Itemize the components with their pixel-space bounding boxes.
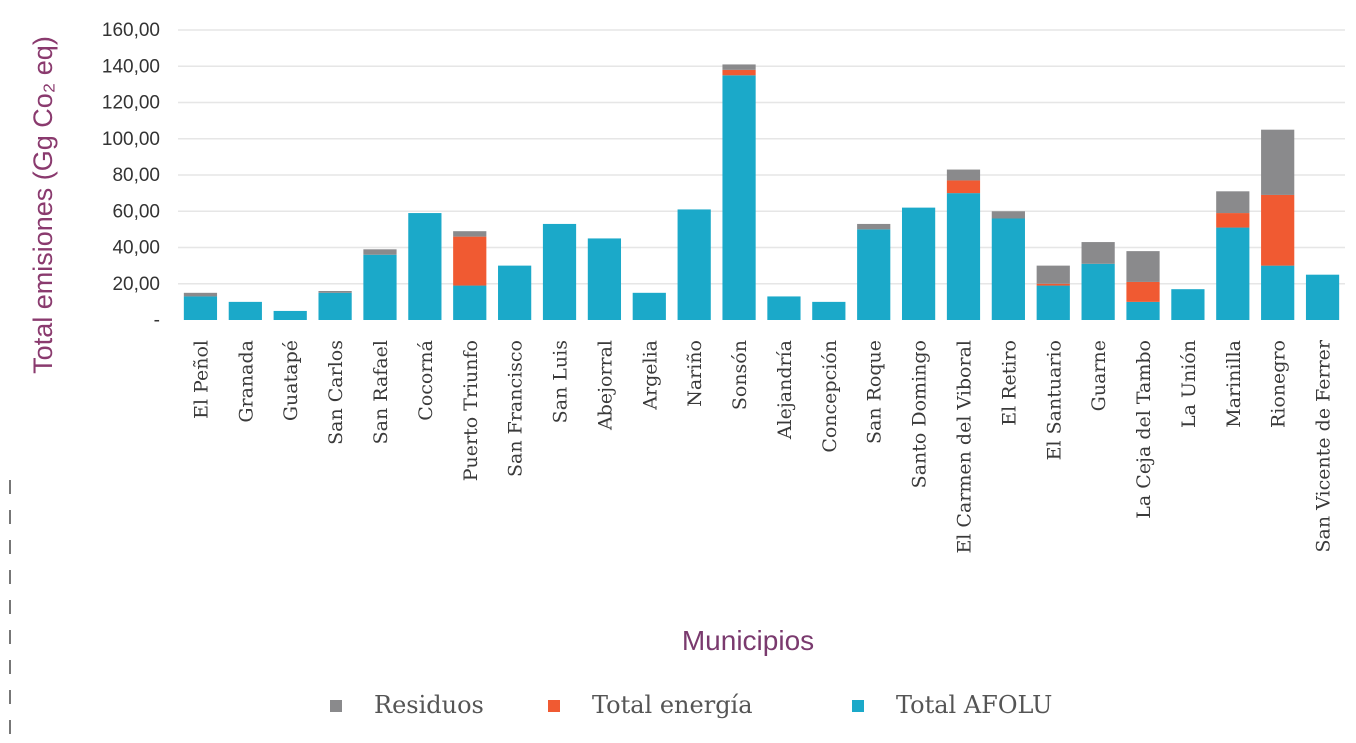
x-tick-label: Concepción: [819, 340, 841, 453]
x-tick-label: Guarne: [1088, 340, 1110, 411]
bar-segment-total-energ-a: [722, 69, 756, 76]
bar-segment-total-afolu: [812, 301, 846, 320]
bar-segment-residuos: [453, 231, 487, 237]
grid-lines: [178, 29, 1345, 285]
legend-swatch: [852, 700, 864, 712]
bar-segment-residuos: [363, 249, 397, 255]
bar-segment-residuos: [318, 291, 352, 293]
x-tick-label: Alejandría: [774, 340, 796, 440]
bar-segment-total-energ-a: [1261, 194, 1295, 266]
x-tick-label: El Peñol: [190, 340, 212, 419]
x-tick-label: Rionegro: [1268, 340, 1290, 428]
bar-segment-total-energ-a: [453, 236, 487, 286]
x-axis-ticks: El Peñol Granada Guatapé San Carlos San Rafa…: [190, 339, 1334, 553]
x-tick-label: Sonsón: [729, 340, 751, 410]
bar-segment-total-afolu: [1126, 301, 1160, 320]
bar-segment-residuos: [1081, 242, 1115, 264]
y-axis-ticks: - 20,00 40,00 60,00 80,00 100,00 120,00 140,00 1…: [102, 20, 160, 331]
x-tick-label: Argelia: [639, 340, 661, 411]
bar-segment-total-afolu: [677, 209, 711, 320]
y-tick-label: 120,00: [102, 93, 160, 114]
x-tick-label: Marinilla: [1223, 340, 1245, 428]
x-tick-label: El Santuario: [1043, 340, 1065, 460]
y-tick-label: 60,00: [112, 201, 160, 222]
bar-segment-total-afolu: [273, 310, 307, 320]
bar-segment-total-energ-a: [1126, 281, 1160, 302]
x-tick-label: Cocorná: [415, 340, 437, 421]
bar-segment-total-afolu: [857, 229, 891, 320]
legend-label: Total energía: [592, 691, 753, 719]
x-tick-label: El Carmen del Viboral: [953, 340, 975, 554]
x-tick-label: San Vicente de Ferrer: [1313, 339, 1335, 552]
bar-segment-total-afolu: [408, 213, 442, 320]
x-tick-label: San Roque: [864, 340, 886, 444]
bar-segment-residuos: [946, 169, 981, 181]
bar-segment-total-afolu: [363, 254, 397, 320]
x-tick-label: San Rafael: [370, 340, 392, 444]
y-tick-label: 160,00: [102, 20, 160, 41]
bar-segment-total-energ-a: [1216, 213, 1250, 228]
legend-swatch: [330, 700, 342, 712]
legend-label: Total AFOLU: [896, 691, 1052, 719]
bar-segment-residuos: [1126, 251, 1160, 282]
x-tick-label: Puerto Triunfo: [460, 340, 482, 481]
bar-segment-residuos: [183, 292, 218, 297]
bar-segment-total-afolu: [901, 207, 936, 320]
bar-segment-total-afolu: [183, 296, 218, 320]
x-tick-label: Granada: [235, 340, 257, 423]
bar-segment-residuos: [1216, 191, 1250, 214]
bar-segment-residuos: [722, 64, 756, 70]
x-tick-label: El Retiro: [998, 340, 1020, 426]
y-tick-label: 140,00: [102, 56, 160, 77]
bar-segment-total-afolu: [498, 265, 532, 320]
y-tick-label: 20,00: [112, 274, 160, 295]
x-axis-title: Municipios: [682, 625, 814, 656]
bar-segment-total-energ-a: [946, 180, 981, 194]
y-axis-title: Total emisiones (Gg Co₂ eq): [28, 36, 58, 374]
bar-segment-total-afolu: [767, 296, 801, 320]
bar-segment-residuos: [1036, 265, 1070, 284]
bar-segment-residuos: [857, 223, 891, 230]
legend-swatch: [548, 700, 560, 712]
bar-segment-residuos: [1261, 129, 1295, 195]
x-tick-label: Guatapé: [280, 340, 302, 421]
bar-segment-total-afolu: [542, 223, 577, 320]
legend: Residuos Total energía Total AFOLU: [330, 691, 1052, 719]
bar-segment-total-afolu: [1036, 285, 1070, 320]
x-tick-label: La Ceja del Tambo: [1133, 340, 1155, 519]
bar-segment-total-afolu: [991, 218, 1025, 320]
bar-segment-total-afolu: [453, 285, 487, 320]
legend-label: Residuos: [374, 691, 484, 719]
y-tick-label: -: [154, 310, 160, 331]
x-tick-label: San Francisco: [505, 340, 527, 477]
bar-segment-total-afolu: [1081, 263, 1115, 320]
bar-segment-total-afolu: [946, 193, 981, 320]
x-tick-label: Nariño: [684, 340, 706, 407]
x-tick-label: Santo Domingo: [909, 340, 931, 488]
x-tick-label: San Luis: [550, 340, 572, 423]
bar-segment-total-afolu: [722, 75, 756, 320]
x-tick-label: La Unión: [1178, 340, 1200, 428]
bar-segment-total-afolu: [318, 292, 352, 320]
bar-segment-total-energ-a: [1036, 283, 1070, 286]
y-tick-label: 80,00: [112, 165, 160, 186]
bar-segment-residuos: [991, 211, 1025, 219]
bar-segment-total-afolu: [1261, 265, 1295, 320]
bar-segment-total-afolu: [1216, 227, 1250, 320]
x-tick-label: San Carlos: [325, 340, 347, 445]
y-tick-label: 40,00: [112, 238, 160, 259]
bar-segment-total-afolu: [1305, 274, 1340, 320]
bar-segment-total-afolu: [587, 238, 622, 320]
bars: [183, 64, 1340, 320]
bar-segment-total-afolu: [632, 292, 666, 320]
x-tick-label: Abejorral: [594, 340, 616, 431]
y-tick-label: 100,00: [102, 129, 160, 150]
bar-segment-total-afolu: [1171, 289, 1205, 320]
bar-segment-total-afolu: [228, 301, 262, 320]
